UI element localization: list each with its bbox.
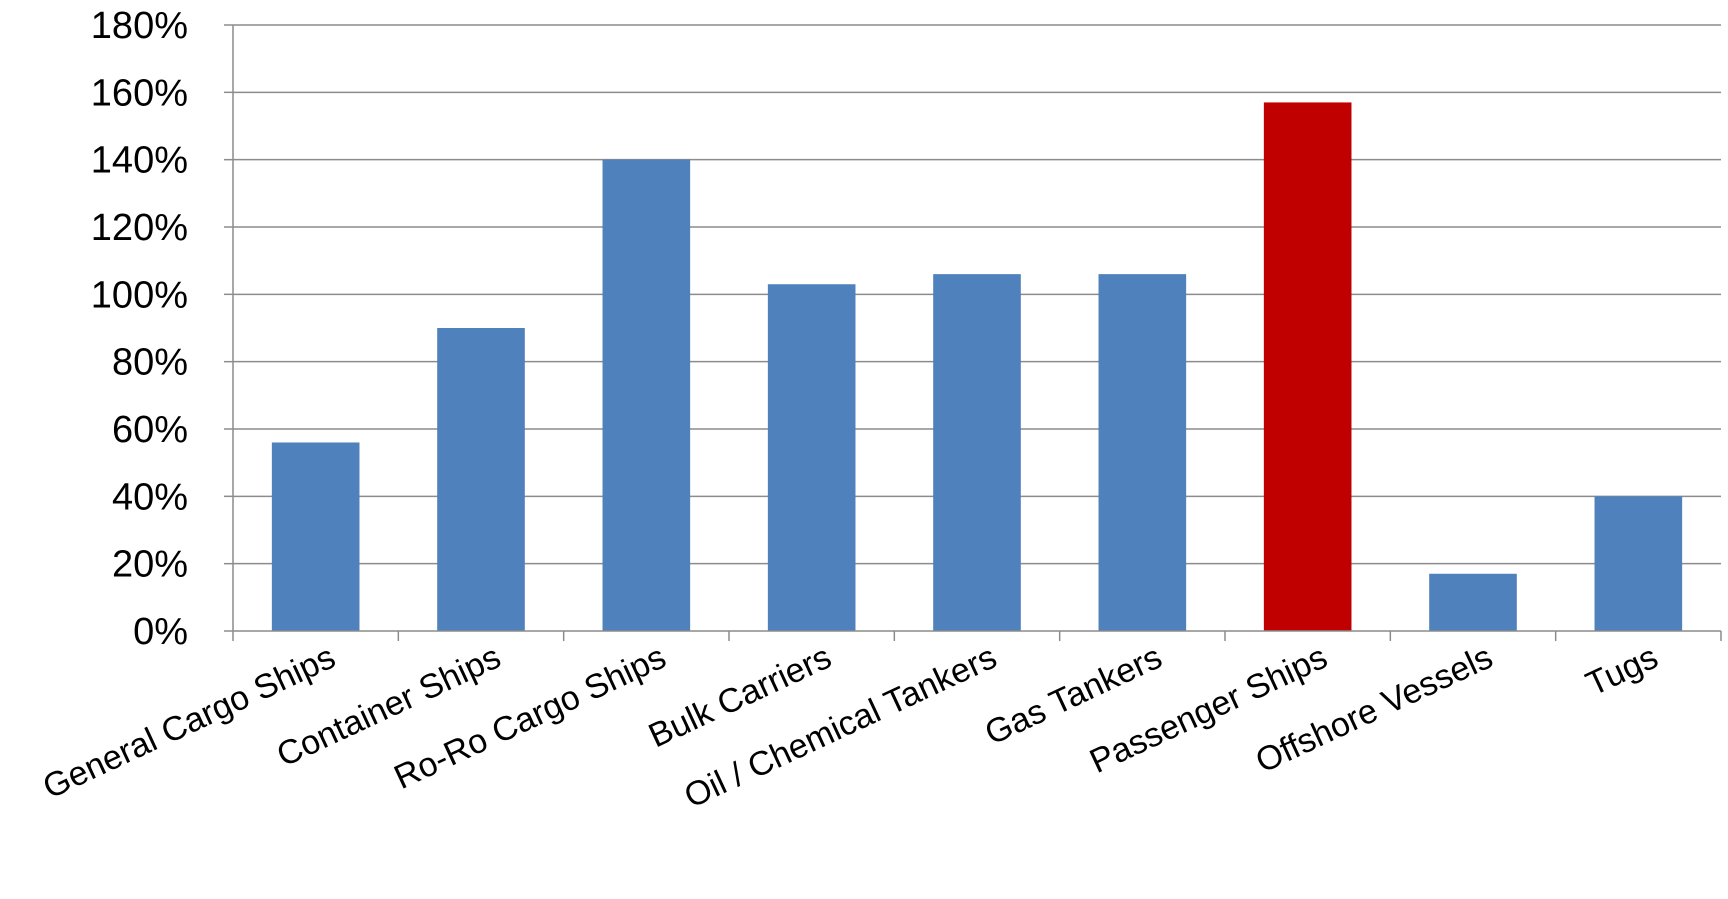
y-tick-label: 20% [112,544,188,586]
bar-gas-tankers [1098,274,1187,631]
y-tick-label: 100% [91,274,188,316]
y-tick-label: 80% [112,342,188,384]
category-label: Oil / Chemical Tankers [679,638,1003,816]
y-tick-label: 40% [112,476,188,518]
bar-passenger-ships [1263,102,1352,631]
axes [224,24,1722,641]
bar-general-cargo-ships [271,442,360,631]
category-label: Ro-Ro Cargo Ships [388,638,671,797]
y-tick-label: 0% [133,611,188,653]
y-tick-label: 180% [91,5,188,47]
y-tick-label: 120% [91,207,188,249]
bar-tugs [1594,496,1683,631]
y-tick-label: 60% [112,409,188,451]
y-tick-labels: 0% 20% 40% 60% 80% 100% 120% 140% 160% 180% [91,5,188,653]
bar-offshore-vessels [1429,573,1517,631]
bar-container-ships [437,328,525,631]
bar-bulk-carriers [767,284,856,631]
category-label: Tugs [1580,638,1663,704]
bars [271,102,1683,631]
y-tick-label: 140% [91,140,188,182]
y-tick-label: 160% [91,72,188,114]
bar-ro-ro-cargo-ships [602,159,691,631]
bar-oil-chemical-tankers [933,274,1021,631]
category-label: General Cargo Ships [37,638,341,807]
